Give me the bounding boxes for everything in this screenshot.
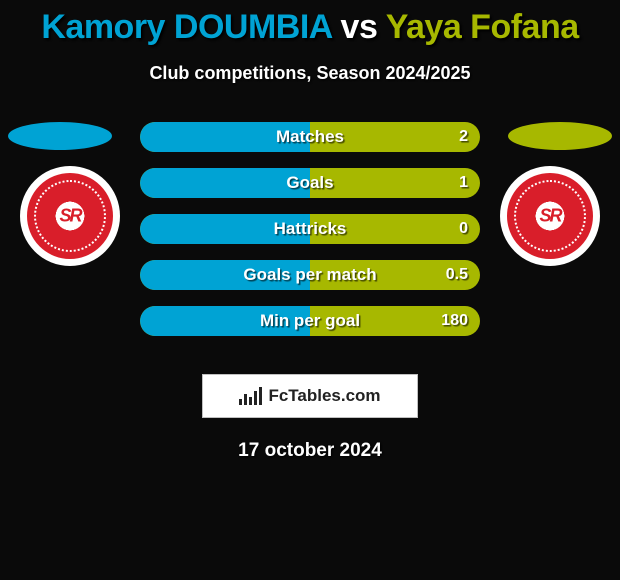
stat-bar: Min per goal180 [140,306,480,336]
stat-right-value: 0 [459,214,468,244]
vs-text: vs [341,8,378,46]
reims-crest-icon: SR [507,173,593,259]
stat-right-value: 1 [459,168,468,198]
stat-label: Matches [140,122,480,152]
stat-right-value: 2 [459,122,468,152]
snapshot-date: 17 october 2024 [0,440,620,462]
brand-text: FcTables.com [268,386,380,406]
stat-bar: Hattricks0 [140,214,480,244]
player2-name: Yaya Fofana [386,8,579,46]
subtitle: Club competitions, Season 2024/2025 [0,63,620,84]
player1-ellipse [8,122,112,150]
stat-bar: Matches2 [140,122,480,152]
stat-label: Min per goal [140,306,480,336]
comparison-title: Kamory DOUMBIA vs Yaya Fofana [0,0,620,47]
bar-chart-icon [239,387,262,405]
stat-label: Goals per match [140,260,480,290]
stat-bar: Goals per match0.5 [140,260,480,290]
crest-initials: SR [59,206,80,227]
comparison-content: SR SR Matches2 Goals1 Hattricks0 Goals per … [0,122,620,362]
stat-right-value: 180 [441,306,468,336]
crest-initials: SR [539,206,560,227]
player1-club-crest: SR [20,166,120,266]
stats-bars: Matches2Goals1Hattricks0Goals per match0… [140,122,480,352]
stat-right-value: 0.5 [446,260,468,290]
player2-ellipse [508,122,612,150]
player2-club-crest: SR [500,166,600,266]
stat-bar: Goals1 [140,168,480,198]
stat-label: Hattricks [140,214,480,244]
brand-watermark: FcTables.com [202,374,418,418]
reims-crest-icon: SR [27,173,113,259]
player1-name: Kamory DOUMBIA [41,8,331,46]
stat-label: Goals [140,168,480,198]
